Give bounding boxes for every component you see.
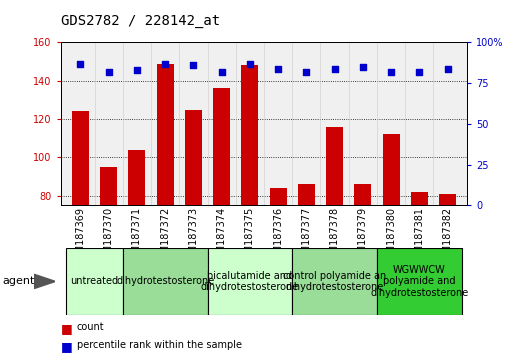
Point [444,66,452,72]
Point [218,69,226,75]
Point [246,61,254,67]
Point [274,66,282,72]
Point [189,62,197,68]
Bar [270,188,287,349]
Point [161,61,169,67]
Text: control polyamide an
dihydrotestosterone: control polyamide an dihydrotestosterone [283,270,386,292]
Text: ■: ■ [61,322,72,335]
Bar [241,65,258,349]
Bar [354,184,371,349]
Text: bicalutamide and
dihydrotestosterone: bicalutamide and dihydrotestosterone [201,270,299,292]
Bar [185,109,202,349]
Text: dihydrotestosterone: dihydrotestosterone [116,276,214,286]
Bar [157,64,174,349]
Bar [439,194,456,349]
Text: GDS2782 / 228142_at: GDS2782 / 228142_at [61,14,220,28]
Point [302,69,310,75]
Point [105,69,113,75]
Point [415,69,423,75]
Bar [72,112,89,349]
Text: ■: ■ [61,340,72,353]
Bar [326,127,343,349]
Bar [128,150,145,349]
Text: percentile rank within the sample: percentile rank within the sample [77,340,242,350]
Text: count: count [77,322,104,332]
Bar [123,248,208,315]
Text: WGWWCW
polyamide and
dihydrotestosterone: WGWWCW polyamide and dihydrotestosterone [370,265,468,298]
Point [76,61,84,67]
Point [331,66,339,72]
Bar [67,248,123,315]
Bar [292,248,377,315]
Bar [383,135,400,349]
Point [359,64,367,70]
Bar [298,184,315,349]
Bar [411,192,428,349]
Bar [213,88,230,349]
Point [387,69,395,75]
Polygon shape [34,274,55,289]
Bar [377,248,461,315]
Point [133,67,141,73]
Text: agent: agent [3,276,35,286]
Bar [100,167,117,349]
Bar [208,248,292,315]
Text: untreated: untreated [71,276,119,286]
